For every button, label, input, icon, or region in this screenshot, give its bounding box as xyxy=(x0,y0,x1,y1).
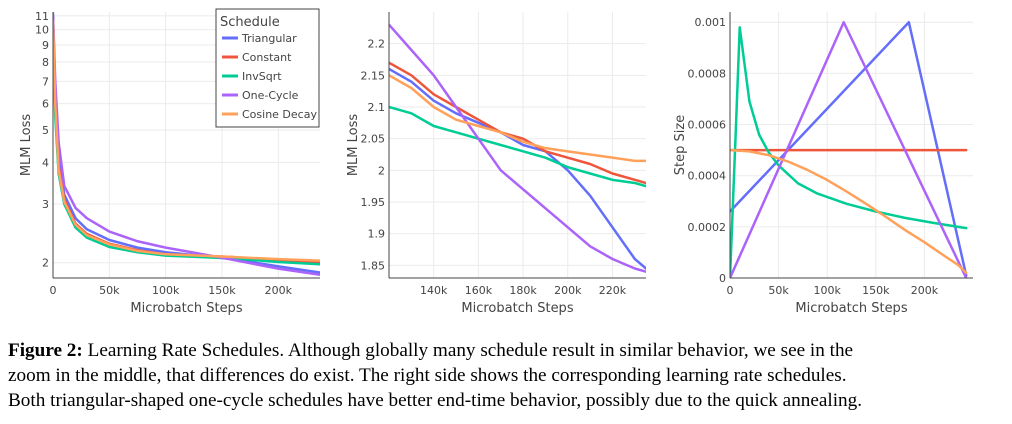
y-tick-label: 6 xyxy=(42,98,49,111)
series-triangular xyxy=(730,20,968,277)
x-tick-label: 200k xyxy=(911,284,939,297)
series-one-cycle xyxy=(53,12,320,277)
y-tick-label: 2.05 xyxy=(361,133,386,146)
y-tick-label: 2 xyxy=(378,164,385,177)
y-tick-label: 2.1 xyxy=(368,101,386,114)
x-tick-label: 150k xyxy=(208,284,236,297)
y-tick-label: 2 xyxy=(42,257,49,270)
y-tick-label: 4 xyxy=(42,156,49,169)
series-cosine-decay xyxy=(389,74,646,163)
y-tick-label: 3 xyxy=(42,198,49,211)
series-one-cycle xyxy=(730,20,968,278)
y-tick-label: 11 xyxy=(35,10,49,23)
legend-item-constant: Constant xyxy=(242,51,292,64)
series-one-cycle xyxy=(389,23,646,273)
legend: Schedule Triangular Constant InvSqrt One-Cyc… xyxy=(215,8,320,128)
y-tick-label: 8 xyxy=(42,56,49,69)
legend-item-triangular: Triangular xyxy=(241,32,297,45)
figure-caption: Figure 2: Learning Rate Schedules. Altho… xyxy=(8,338,1004,413)
y-tick-label: 1.85 xyxy=(361,259,386,272)
y-tick-label: 0.001 xyxy=(695,16,727,29)
y-tick-label: 2.15 xyxy=(361,69,386,82)
y-tick-label: 9 xyxy=(42,39,49,52)
y-axis-title: MLM Loss xyxy=(19,114,34,177)
legend-box xyxy=(215,8,320,128)
x-tick-label: 0 xyxy=(727,284,734,297)
series-cosine-decay xyxy=(730,148,968,275)
x-tick-label: 200k xyxy=(554,284,582,297)
x-axis-title: Microbatch Steps xyxy=(795,301,907,316)
x-tick-label: 100k xyxy=(814,284,842,297)
caption-label: Figure 2: xyxy=(8,340,83,361)
y-tick-label: 10 xyxy=(35,24,49,37)
x-tick-label: 50k xyxy=(768,284,789,297)
caption-line-2: zoom in the middle, that differences do … xyxy=(8,365,847,386)
series-constant xyxy=(389,61,646,185)
caption-line-1: Figure 2: Learning Rate Schedules. Altho… xyxy=(8,338,1004,363)
x-tick-label: 100k xyxy=(152,284,180,297)
caption-line-3: Both triangular-shaped one-cycle schedul… xyxy=(8,390,863,411)
caption-text-1: Learning Rate Schedules. Although global… xyxy=(82,340,854,361)
x-tick-label: 160k xyxy=(465,284,493,297)
series-cosine-decay xyxy=(53,20,320,262)
y-tick-label: 7 xyxy=(42,75,49,88)
x-tick-label: 0 xyxy=(50,284,57,297)
y-tick-label: 1.95 xyxy=(361,196,386,209)
chart-right: 0 50k 100k 150k 200k 0 0.0002 0.0004 0.0006 0.000… xyxy=(673,12,973,316)
y-tick-label: 5 xyxy=(42,124,49,137)
x-axis-title: Microbatch Steps xyxy=(130,301,242,316)
y-tick-label: 0 xyxy=(719,272,726,285)
legend-item-cosine-decay: Cosine Decay xyxy=(242,108,317,121)
chart-middle: 140k 160k 180k 200k 220k 1.85 1.9 1.95 2 2.05 2.1 2… xyxy=(346,12,646,316)
y-tick-label: 0.0002 xyxy=(688,221,727,234)
x-tick-label: 220k xyxy=(599,284,627,297)
y-tick-label: 0.0008 xyxy=(688,67,727,80)
y-tick-label: 0.0004 xyxy=(688,170,727,183)
series-invsqrt xyxy=(730,26,968,278)
legend-item-one-cycle: One-Cycle xyxy=(242,89,299,102)
y-tick-label: 2.2 xyxy=(368,38,386,51)
legend-item-invsqrt: InvSqrt xyxy=(242,70,282,83)
x-axis-title: Microbatch Steps xyxy=(461,301,573,316)
series-invsqrt xyxy=(389,105,646,188)
y-axis-title: Step Size xyxy=(673,115,688,175)
x-tick-label: 150k xyxy=(862,284,890,297)
series-triangular xyxy=(389,67,646,270)
y-tick-label: 0.0006 xyxy=(688,119,727,132)
legend-title: Schedule xyxy=(220,15,280,30)
x-tick-label: 200k xyxy=(265,284,293,297)
y-axis-title: MLM Loss xyxy=(346,114,361,177)
x-tick-label: 140k xyxy=(420,284,448,297)
x-tick-label: 50k xyxy=(99,284,120,297)
y-tick-label: 1.9 xyxy=(368,228,386,241)
x-tick-label: 180k xyxy=(509,284,537,297)
